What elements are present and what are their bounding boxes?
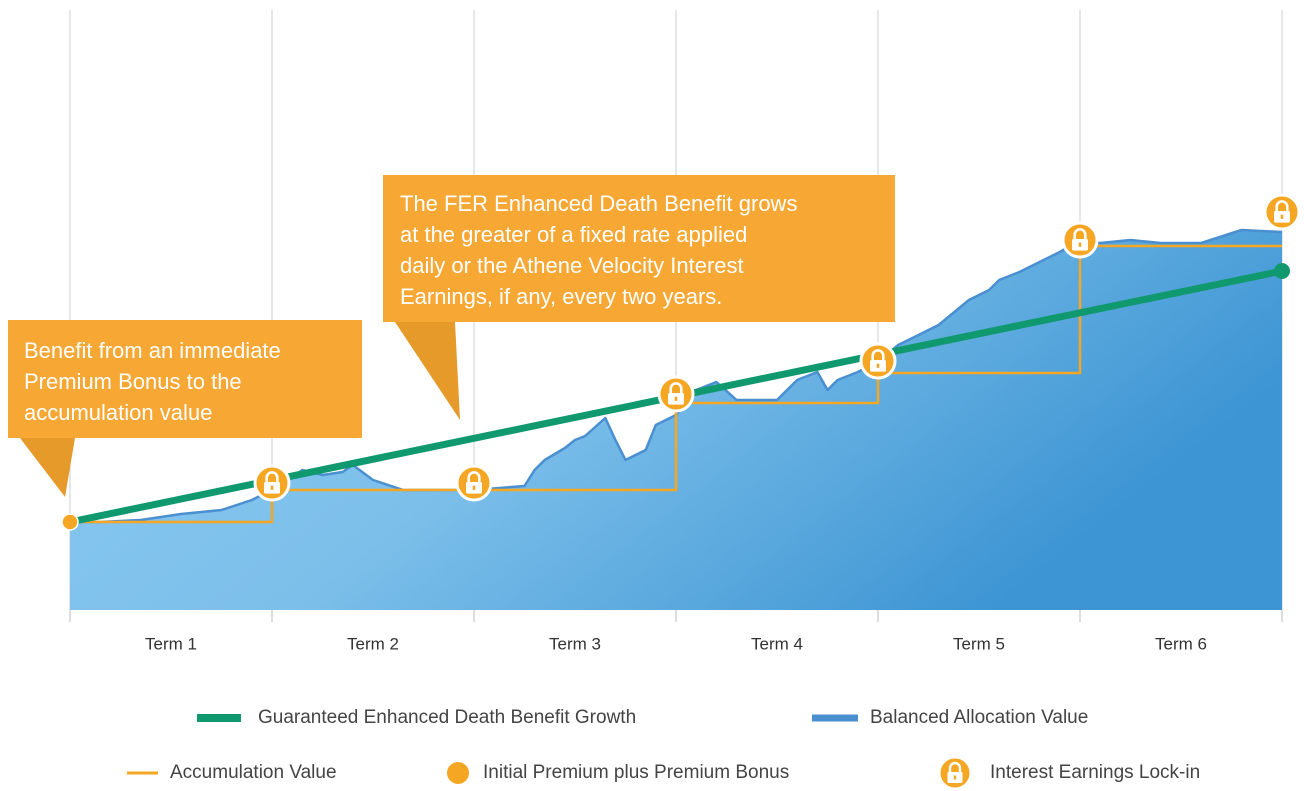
lock-hole [1078,242,1082,247]
callout-text: daily or the Athene Velocity Interest [400,253,744,278]
lock-shackle [669,382,683,393]
callout-box [383,175,895,322]
lock-hole [876,363,880,368]
legend-label: Interest Earnings Lock-in [990,762,1200,783]
callout-text: The FER Enhanced Death Benefit grows [400,191,797,216]
point [61,513,79,531]
legend-swatch [197,714,241,722]
lock-shackle [1073,228,1087,239]
legend-label: Initial Premium plus Premium Bonus [483,762,789,783]
legend-swatch [127,771,158,775]
lock-shackle [1275,200,1289,211]
legend-label: Guaranteed Enhanced Death Benefit Growth [258,707,636,728]
lock-shackle [871,349,885,360]
lock-hole [1280,214,1284,219]
lock-marker [657,375,695,413]
callout-text: Premium Bonus to the [24,369,242,394]
callout-text: accumulation value [24,400,212,425]
x-category-label: Term 3 [549,634,601,653]
callout-pointer [395,322,460,420]
lock-hole [472,485,476,490]
callout-text: Earnings, if any, every two years. [400,284,722,309]
lock-hole [674,396,678,401]
x-category-label: Term 1 [145,634,197,653]
lock-marker [455,464,493,502]
callout-box [8,320,362,438]
callout-text: Benefit from an immediate [24,338,281,363]
legend-swatch [812,714,858,722]
callout-text: at the greater of a fixed rate applied [400,222,747,247]
x-category-label: Term 5 [953,634,1005,653]
lock-shackle [265,471,279,482]
x-category-label: Term 4 [751,634,803,653]
callout-pointer [20,438,75,497]
lock-hole [953,775,957,780]
legend-swatch [447,762,469,784]
lock-marker [1061,221,1099,259]
lock-marker [937,755,973,791]
lock-marker [859,342,897,380]
lock-shackle [467,471,481,482]
line-end-dot [1274,263,1290,279]
legend-label: Balanced Allocation Value [870,707,1088,728]
x-category-label: Term 2 [347,634,399,653]
lock-shackle [948,761,962,772]
x-category-label: Term 6 [1155,634,1207,653]
legend-label: Accumulation Value [170,762,337,783]
lock-marker [1263,193,1301,231]
lock-marker [253,464,291,502]
lock-hole [270,485,274,490]
